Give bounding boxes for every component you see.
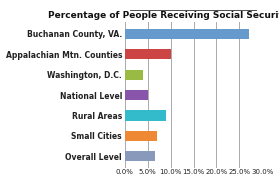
Bar [125, 49, 171, 59]
Bar [125, 131, 157, 141]
Bar [125, 29, 249, 39]
Title: Percentage of People Receiving Social Security Disability: Percentage of People Receiving Social Se… [47, 11, 279, 20]
Bar [125, 90, 148, 100]
Bar [125, 151, 155, 161]
Bar [125, 70, 143, 80]
Bar [125, 110, 166, 121]
